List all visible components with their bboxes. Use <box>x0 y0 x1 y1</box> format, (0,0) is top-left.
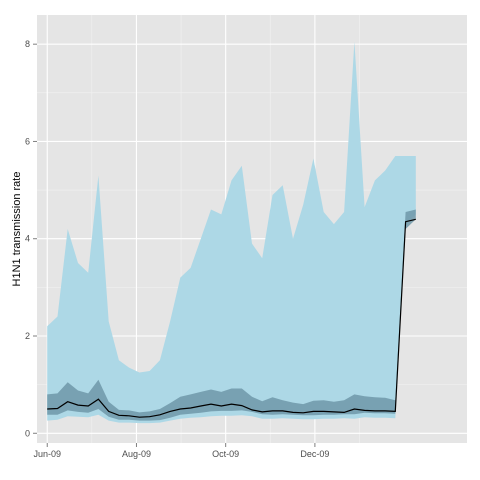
y-axis-title: H1N1 transmission rate <box>11 172 23 287</box>
y-tick-label: 2 <box>25 331 30 341</box>
y-tick-label: 4 <box>25 234 30 244</box>
x-tick-label: Jun-09 <box>33 449 61 459</box>
x-tick-label: Aug-09 <box>122 449 151 459</box>
y-axis-ticks: 0 2 4 6 8 <box>25 39 37 438</box>
y-tick-label: 6 <box>25 136 30 146</box>
x-tick-label: Dec-09 <box>300 449 329 459</box>
outer-uncertainty-band <box>47 41 416 424</box>
inner-uncertainty-band <box>47 209 416 421</box>
y-tick-label: 0 <box>25 428 30 438</box>
x-axis-ticks: Jun-09 Aug-09 Oct-09 Dec-09 <box>33 443 329 459</box>
y-tick-label: 8 <box>25 39 30 49</box>
x-tick-label: Oct-09 <box>212 449 239 459</box>
median-line <box>47 218 416 418</box>
